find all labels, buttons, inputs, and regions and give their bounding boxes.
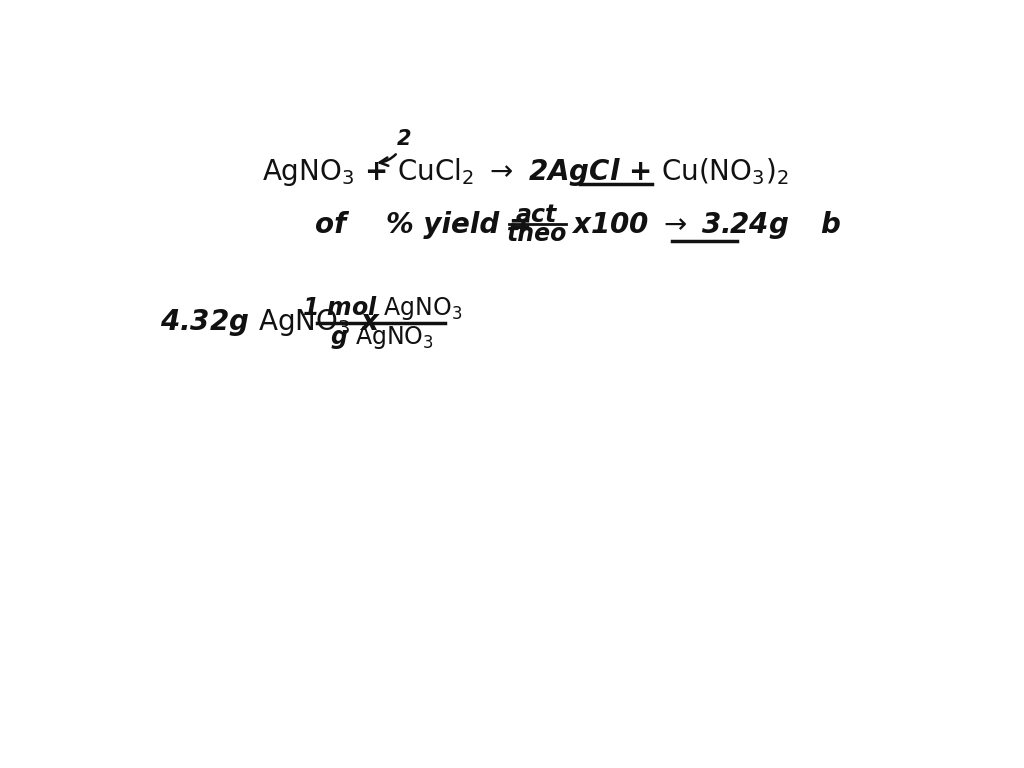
Text: b: b bbox=[820, 211, 841, 239]
Text: theo: theo bbox=[507, 222, 567, 246]
Text: 4.32g $\mathsf{AgNO_3}$ x: 4.32g $\mathsf{AgNO_3}$ x bbox=[160, 307, 381, 338]
Text: 1 mol $\mathsf{AgNO_3}$: 1 mol $\mathsf{AgNO_3}$ bbox=[302, 294, 462, 322]
Text: % yield =: % yield = bbox=[386, 211, 532, 239]
Text: $\mathsf{AgNO_3}$ + $\mathsf{CuCl_2}$ $\rightarrow$ 2AgCl + $\mathsf{Cu(NO_3)_2}: $\mathsf{AgNO_3}$ + $\mathsf{CuCl_2}$ $\… bbox=[261, 156, 788, 188]
Text: of: of bbox=[314, 211, 346, 239]
Text: g $\mathsf{AgNO_3}$: g $\mathsf{AgNO_3}$ bbox=[330, 324, 434, 351]
Text: act: act bbox=[516, 203, 557, 227]
Text: 2: 2 bbox=[380, 130, 412, 166]
Text: x100 $\rightarrow$ 3.24g: x100 $\rightarrow$ 3.24g bbox=[570, 210, 788, 240]
